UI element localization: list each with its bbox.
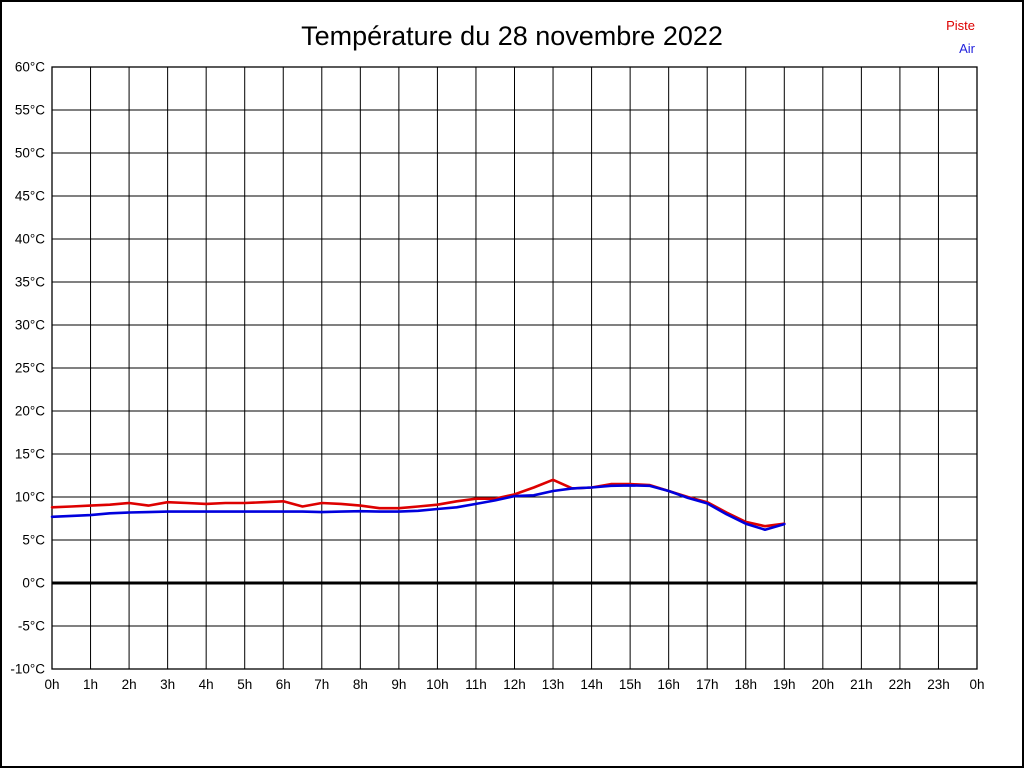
x-tick-label: 7h bbox=[314, 677, 329, 692]
y-tick-label: -10°C bbox=[10, 662, 45, 677]
air-line bbox=[50, 484, 786, 532]
y-tick-label: 35°C bbox=[15, 275, 45, 290]
y-tick-label: 40°C bbox=[15, 232, 45, 247]
x-tick-label: 12h bbox=[503, 677, 526, 692]
y-tick-label: 30°C bbox=[15, 318, 45, 333]
x-tick-label: 14h bbox=[580, 677, 603, 692]
x-tick-label: 1h bbox=[83, 677, 98, 692]
y-tick-label: -5°C bbox=[18, 619, 45, 634]
x-tick-label: 23h bbox=[927, 677, 950, 692]
x-tick-label: 17h bbox=[696, 677, 719, 692]
x-tick-label: 0h bbox=[969, 677, 984, 692]
y-tick-label: 15°C bbox=[15, 447, 45, 462]
x-tick-label: 4h bbox=[199, 677, 214, 692]
x-tick-label: 2h bbox=[122, 677, 137, 692]
legend-item-air: Air bbox=[959, 41, 975, 56]
x-tick-label: 15h bbox=[619, 677, 642, 692]
piste-line bbox=[50, 478, 786, 528]
y-tick-label: 20°C bbox=[15, 404, 45, 419]
x-tick-label: 5h bbox=[237, 677, 252, 692]
x-tick-label: 11h bbox=[465, 677, 487, 692]
x-tick-label: 3h bbox=[160, 677, 175, 692]
legend-item-piste: Piste bbox=[946, 18, 975, 33]
y-tick-label: 25°C bbox=[15, 361, 45, 376]
x-tick-label: 6h bbox=[276, 677, 291, 692]
chart-title: Température du 28 novembre 2022 bbox=[301, 21, 723, 51]
y-tick-label: 60°C bbox=[15, 60, 45, 75]
x-tick-label: 22h bbox=[889, 677, 912, 692]
y-tick-label: 45°C bbox=[15, 189, 45, 204]
x-tick-label: 8h bbox=[353, 677, 368, 692]
x-tick-label: 13h bbox=[542, 677, 565, 692]
plot-frame bbox=[51, 66, 978, 670]
x-tick-label: 0h bbox=[44, 677, 59, 692]
legend: Piste Air bbox=[946, 14, 975, 60]
x-tick-label: 9h bbox=[391, 677, 406, 692]
x-tick-label: 21h bbox=[850, 677, 873, 692]
y-tick-label: 10°C bbox=[15, 490, 45, 505]
x-tick-label: 10h bbox=[426, 677, 449, 692]
y-tick-label: 50°C bbox=[15, 146, 45, 161]
x-tick-label: 19h bbox=[773, 677, 796, 692]
x-tick-label: 16h bbox=[657, 677, 680, 692]
y-tick-label: 55°C bbox=[15, 103, 45, 118]
y-tick-label: 0°C bbox=[22, 576, 45, 591]
y-tick-label: 5°C bbox=[22, 533, 45, 548]
x-tick-label: 20h bbox=[812, 677, 835, 692]
x-tick-label: 18h bbox=[734, 677, 757, 692]
